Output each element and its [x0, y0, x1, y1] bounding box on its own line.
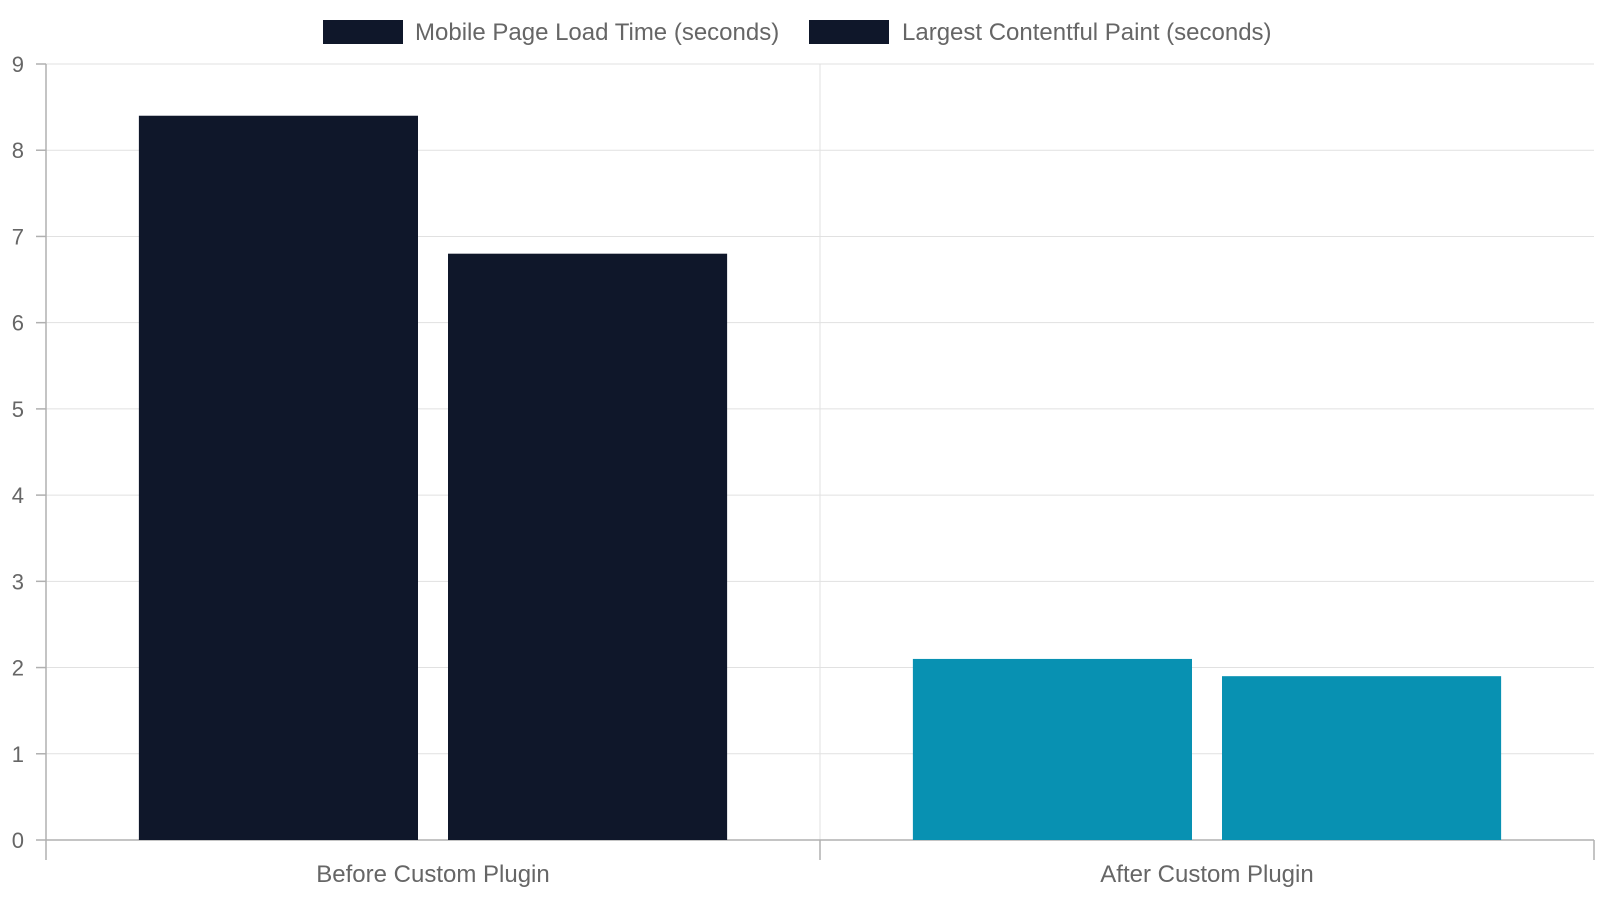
bars	[138, 115, 1502, 840]
legend-label-lcp[interactable]: Largest Contentful Paint (seconds)	[902, 19, 1272, 46]
bar-lcp-before[interactable]	[448, 253, 728, 840]
y-tick-label-3: 3	[12, 569, 24, 594]
y-tick-label-9: 9	[12, 52, 24, 77]
legend: Mobile Page Load Time (seconds) Largest …	[323, 19, 1272, 46]
y-tick-label-8: 8	[12, 138, 24, 163]
x-axis-category-labels: Before Custom Plugin After Custom Plugin	[316, 861, 1313, 888]
y-axis-tick-labels: 0 1 2 3 4 5 6 7 8 9	[12, 52, 24, 853]
bar-page-load-after[interactable]	[912, 658, 1192, 840]
y-tick-label-5: 5	[12, 397, 24, 422]
legend-label-mobile-page-load[interactable]: Mobile Page Load Time (seconds)	[415, 19, 779, 46]
y-tick-label-7: 7	[12, 224, 24, 249]
y-tick-label-2: 2	[12, 656, 24, 681]
legend-swatch-mobile-page-load[interactable]	[323, 20, 403, 44]
y-tick-label-1: 1	[12, 742, 24, 767]
bar-lcp-after[interactable]	[1222, 676, 1502, 840]
x-category-label-1: After Custom Plugin	[1100, 861, 1313, 888]
y-tick-label-0: 0	[12, 828, 24, 853]
bar-page-load-before[interactable]	[138, 115, 418, 840]
legend-swatch-lcp[interactable]	[809, 20, 889, 44]
x-category-label-0: Before Custom Plugin	[316, 861, 549, 888]
y-tick-label-4: 4	[12, 483, 24, 508]
y-tick-label-6: 6	[12, 311, 24, 336]
